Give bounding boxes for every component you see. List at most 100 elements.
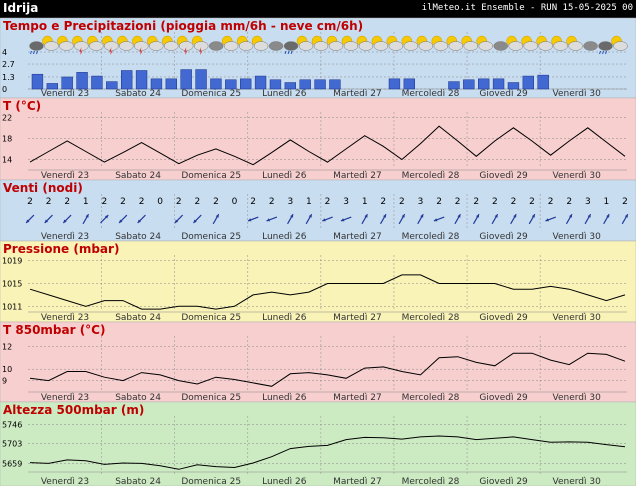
wind-arrow-head	[193, 219, 197, 223]
day-label: Domenica 25	[181, 232, 241, 242]
rain-drop	[605, 50, 608, 55]
day-label: Venerdì 23	[41, 477, 89, 486]
precip-bar	[537, 74, 549, 90]
precip-bar	[225, 79, 237, 90]
wind-speed-label: 1	[306, 197, 312, 207]
wind-speed-label: 2	[399, 197, 405, 207]
wind-speed-label: 2	[269, 197, 275, 207]
day-label: Giovedì 29	[479, 313, 528, 323]
cloud-icon	[583, 41, 598, 51]
wind-arrow-head	[266, 218, 270, 222]
wind-speed-label: 2	[380, 197, 386, 207]
wind-speed-label: 1	[362, 197, 368, 207]
cloud-shape	[583, 41, 598, 51]
wind-speed-label: 3	[343, 197, 349, 207]
cloud-shape	[538, 41, 553, 51]
day-label: Martedì 27	[333, 171, 382, 181]
cloud-shape	[343, 41, 359, 51]
day-label: Venerdì 30	[553, 477, 602, 486]
cloud-shape	[104, 41, 119, 51]
sun-icon	[147, 35, 164, 51]
wind-arrow-head	[457, 214, 461, 218]
day-label: Venerdì 30	[553, 232, 602, 242]
y-tick-label: 0	[2, 85, 7, 94]
precip-bar	[180, 69, 192, 90]
day-label: Lunedì 26	[262, 393, 307, 403]
cloud-shape	[253, 41, 269, 51]
y-tick-label: 14	[2, 155, 12, 164]
sun-icon	[326, 35, 344, 51]
wind-speed-label: 3	[418, 197, 424, 207]
cloud-shape	[29, 41, 44, 51]
wind-speed-label: 2	[27, 197, 33, 207]
series-line	[29, 274, 626, 310]
panel-title: T 850mbar (°C)	[3, 323, 105, 337]
cloud-shape	[208, 41, 224, 51]
panel-title: Tempo e Precipitazioni (pioggia mm/6h - …	[3, 19, 363, 33]
day-label: Venerdì 23	[41, 313, 89, 323]
wind-arrow-head	[624, 214, 628, 218]
thunder-icon	[176, 35, 194, 55]
day-label: Venerdì 30	[553, 89, 602, 99]
day-label: Venerdì 23	[41, 393, 89, 403]
panel-title: Altezza 500mbar (m)	[3, 403, 144, 417]
cloud-shape	[283, 41, 299, 51]
precip-bar	[284, 82, 296, 90]
day-label: Venerdì 30	[553, 393, 602, 403]
wind-speed-label: 2	[139, 197, 145, 207]
wind-speed-label: 2	[102, 197, 108, 207]
day-label: Lunedì 26	[262, 171, 307, 181]
sun-icon	[356, 35, 374, 51]
day-label: Venerdì 30	[553, 313, 602, 323]
precip-bar	[492, 78, 505, 90]
lightning-bolt	[199, 47, 203, 55]
cloud-shape	[448, 41, 464, 51]
wind-speed-label: 3	[287, 197, 293, 207]
wind-arrow-head	[606, 214, 610, 218]
wind-speed-label: 2	[566, 197, 572, 207]
y-tick-label: 5703	[2, 440, 22, 449]
cloud-shape	[193, 41, 209, 51]
day-label: Sabato 24	[115, 171, 161, 181]
wind-arrow-head	[401, 214, 405, 218]
wind-speed-label: 3	[585, 197, 591, 207]
precip-bar	[240, 78, 252, 90]
day-label: Martedì 27	[333, 477, 382, 486]
precip-bar	[61, 76, 73, 90]
panel-title: Pressione (mbar)	[3, 242, 119, 256]
panel-background	[0, 321, 636, 403]
wind-arrow-head	[383, 214, 386, 218]
day-label: Lunedì 26	[262, 313, 307, 323]
sun-icon	[311, 35, 329, 51]
sun-icon	[611, 35, 628, 51]
day-label: Giovedì 29	[479, 477, 528, 486]
wind-speed-label: 2	[548, 197, 554, 207]
wind-speed-label: 2	[622, 197, 628, 207]
wind-speed-label: 2	[64, 197, 70, 207]
sun-icon	[221, 35, 239, 51]
cloud-shape	[373, 41, 389, 51]
precip-bar	[507, 82, 520, 90]
cloud-shape	[238, 41, 254, 51]
wind-arrow-head	[248, 218, 252, 222]
y-tick-label: 10	[2, 365, 12, 374]
day-label: Giovedì 29	[479, 393, 528, 403]
day-label: Sabato 24	[115, 232, 161, 242]
sun-icon	[536, 35, 553, 51]
panel-background	[0, 179, 636, 242]
cloud-shape	[44, 41, 59, 51]
cloud-shape	[613, 41, 628, 51]
sun-icon	[521, 35, 538, 51]
sun-icon	[57, 35, 74, 51]
sun-icon	[117, 35, 134, 51]
day-label: Mercoledì 28	[402, 393, 460, 403]
y-tick-label: 1015	[2, 280, 22, 289]
day-label: Sabato 24	[115, 313, 161, 323]
sun-icon	[431, 35, 449, 51]
rain-drop	[284, 50, 287, 55]
precip-bar	[121, 70, 133, 90]
wind-speed-label: 2	[46, 197, 52, 207]
wind-arrow-head	[364, 214, 368, 218]
wind-speed-label: 2	[492, 197, 498, 207]
